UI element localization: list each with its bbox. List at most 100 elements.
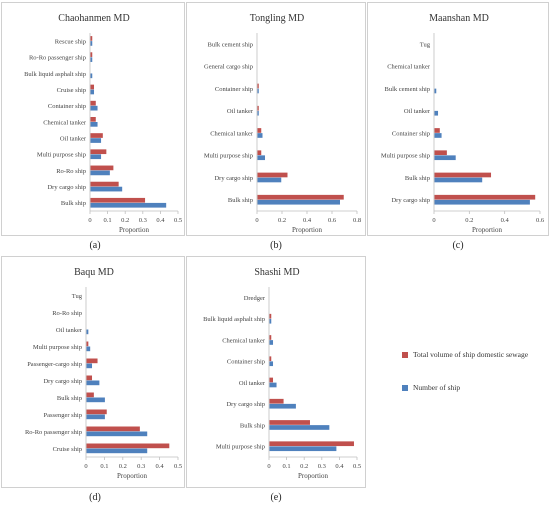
chart-e-category-label: Bulk liquid asphalt ship [203, 316, 265, 323]
chart-e-bar-ship-count-bulk-liquid-asphalt-ship [269, 318, 272, 324]
chart-d-bar-sewage-passenger-cargo-ship [86, 358, 98, 364]
chart-d-category-label: Bulk ship [57, 395, 82, 402]
chart-e-bar-ship-count-dry-cargo-ship [269, 403, 296, 409]
chart-c-bar-sewage-dry-cargo-ship [434, 194, 536, 200]
chart-a-category-label: Cruise ship [57, 87, 86, 94]
chart-panel-e: Shashi MD 0 0.1 0.2 0.3 0.4 0.5 Proportion Dredg… [186, 256, 366, 488]
chart-a-bar-ship-count-bulk-liquid-asphalt-ship [90, 73, 93, 79]
legend-label-sewage: Total volume of ship domestic sewage [413, 350, 529, 359]
chart-d-bar-ship-count-ro-ro-passenger-ship [86, 431, 148, 437]
legend: Total volume of ship domestic sewage Num… [402, 350, 550, 416]
chart-d-category-label: Ro-Ro passenger ship [25, 429, 82, 436]
chart-a-bar-ship-count-dry-cargo-ship [90, 186, 123, 192]
chart-d-category-label: Oil tanker [56, 327, 83, 334]
chart-c-bar-ship-count-oil-tanker [434, 110, 439, 116]
chart-d-bar-ship-count-passenger-cargo-ship [86, 363, 93, 369]
chart-b-xtick-label: 0 [255, 217, 258, 224]
chart-a-bar-ship-count-chemical-tanker [90, 122, 98, 127]
chart-a-category-label: Bulk liquid asphalt ship [24, 71, 86, 78]
chart-d-category-label: Dry cargo ship [43, 378, 82, 385]
panel-label-b: (b) [270, 240, 282, 251]
chart-b-category-label: Oil tanker [227, 108, 254, 115]
chart-d-bar-sewage-dry-cargo-ship [86, 375, 93, 381]
chart-c-category-label: Bulk cement ship [385, 86, 431, 93]
chart-b-xtick-label: 0.2 [278, 217, 286, 224]
chart-b-bar-ship-count-multi-purpose-ship [257, 155, 265, 161]
chart-e-bar-sewage-dry-cargo-ship [269, 398, 284, 404]
chart-b-category-label: Bulk ship [228, 197, 253, 204]
chart-a-x-axis-label: Proportion [119, 226, 149, 234]
chart-d-bar-sewage-ro-ro-passenger-ship [86, 426, 140, 432]
chart-c-xtick-label: 0.6 [536, 217, 545, 224]
chart-e-category-label: Dredger [244, 295, 266, 302]
chart-a-category-label: Chemical tanker [43, 119, 87, 126]
chart-d: Baqu MD 0 0.1 0.2 0.3 0.4 0.5 Proportion Tug Ro-R… [25, 267, 182, 480]
chart-c-category-label: Multi purpose ship [381, 153, 430, 160]
chart-d-bar-sewage-passenger-ship [86, 409, 107, 415]
chart-b-bar-sewage-bulk-ship [257, 194, 344, 200]
chart-c: Maanshan MD 0 0.2 0.4 0.6 Proportion Tug Chemic… [381, 13, 545, 234]
chart-a-bar-sewage-multi-purpose-ship [90, 149, 107, 155]
chart-b-xtick-label: 0.4 [303, 217, 312, 224]
chart-a-xtick-label: 0.1 [104, 217, 112, 224]
chart-b-category-label: Dry cargo ship [214, 175, 253, 182]
chart-e-bar-ship-count-container-ship [269, 361, 274, 367]
chart-e-bar-sewage-multi-purpose-ship [269, 441, 354, 447]
chart-panel-a: Chaohanmen MD 0 0.1 0.2 0.3 0.4 0.5 Proportion R… [1, 2, 185, 236]
chart-a-bar-sewage-rescue-ship [90, 36, 93, 41]
chart-a-xtick-label: 0.5 [174, 217, 182, 224]
chart-a-category-label: Bulk ship [61, 200, 86, 207]
chart-c-bar-ship-count-bulk-cement-ship [434, 88, 437, 94]
chart-a-category-label: Container ship [48, 103, 86, 110]
chart-e-xtick-label: 0.4 [335, 463, 344, 470]
chart-c-category-label: Tug [420, 41, 431, 48]
chart-d-bar-ship-count-bulk-ship [86, 397, 105, 403]
chart-d-bar-ship-count-multi-purpose-ship [86, 346, 91, 352]
chart-e-bar-ship-count-bulk-ship [269, 425, 330, 430]
chart-c-bar-sewage-bulk-ship [434, 172, 492, 178]
chart-a-bar-ship-count-rescue-ship [90, 41, 93, 46]
panel-label-e: (e) [270, 492, 282, 503]
chart-a-category-label: Rescue ship [55, 38, 86, 45]
chart-b-bar-ship-count-container-ship [257, 88, 259, 94]
chart-e-xtick-label: 0.1 [283, 463, 291, 470]
chart-e-category-label: Container ship [227, 359, 265, 366]
chart-b: Tongling MD 0 0.2 0.4 0.6 0.8 Proportion Bulk c… [204, 13, 361, 234]
chart-a-category-label: Ro-Ro ship [56, 168, 86, 175]
chart-d-title: Baqu MD [74, 267, 114, 278]
chart-d-xtick-label: 0.5 [174, 463, 182, 470]
chart-e-category-label: Multi purpose ship [216, 444, 265, 451]
chart-c-category-label: Bulk ship [405, 175, 430, 182]
chart-e-category-label: Bulk ship [240, 422, 265, 429]
chart-e-title: Shashi MD [254, 267, 299, 278]
chart-a-bar-ship-count-oil-tanker [90, 138, 102, 143]
chart-b-bar-sewage-oil-tanker [257, 105, 259, 111]
chart-b-bar-ship-count-oil-tanker [257, 110, 259, 116]
chart-d-bar-ship-count-oil-tanker [86, 329, 89, 335]
chart-b-category-label: Chemical tanker [210, 130, 254, 137]
chart-c-bar-ship-count-dry-cargo-ship [434, 199, 530, 205]
chart-d-category-label: Passenger-cargo ship [27, 361, 82, 368]
chart-c-bar-ship-count-container-ship [434, 133, 442, 138]
chart-d-x-axis-label: Proportion [117, 472, 147, 480]
chart-a-xtick-label: 0.3 [139, 217, 147, 224]
chart-e-bar-sewage-bulk-ship [269, 420, 310, 425]
chart-a-bar-sewage-ro-ro-ship [90, 165, 114, 171]
chart-e-category-label: Chemical tanker [222, 337, 266, 344]
chart-c-title: Maanshan MD [429, 13, 489, 24]
chart-c-category-label: Dry cargo ship [391, 197, 430, 204]
chart-e-bar-sewage-container-ship [269, 356, 272, 362]
chart-a-bar-ship-count-multi-purpose-ship [90, 154, 102, 160]
chart-a-bar-sewage-cruise-ship [90, 84, 95, 90]
chart-d-category-label: Tug [72, 293, 83, 300]
chart-d-bar-ship-count-passenger-ship [86, 414, 105, 420]
legend-swatch-ship-count [402, 384, 408, 391]
legend-item-ship-count: Number of ship [402, 383, 550, 392]
chart-b-bar-sewage-container-ship [257, 83, 259, 89]
chart-a-bar-ship-count-bulk-ship [90, 202, 167, 208]
chart-a-bar-ship-count-cruise-ship [90, 89, 95, 95]
chart-d-category-label: Cruise ship [53, 446, 82, 453]
chart-a-category-label: Dry cargo ship [47, 184, 86, 191]
chart-e-x-axis-label: Proportion [298, 472, 328, 480]
chart-a-xtick-label: 0.2 [121, 217, 129, 224]
